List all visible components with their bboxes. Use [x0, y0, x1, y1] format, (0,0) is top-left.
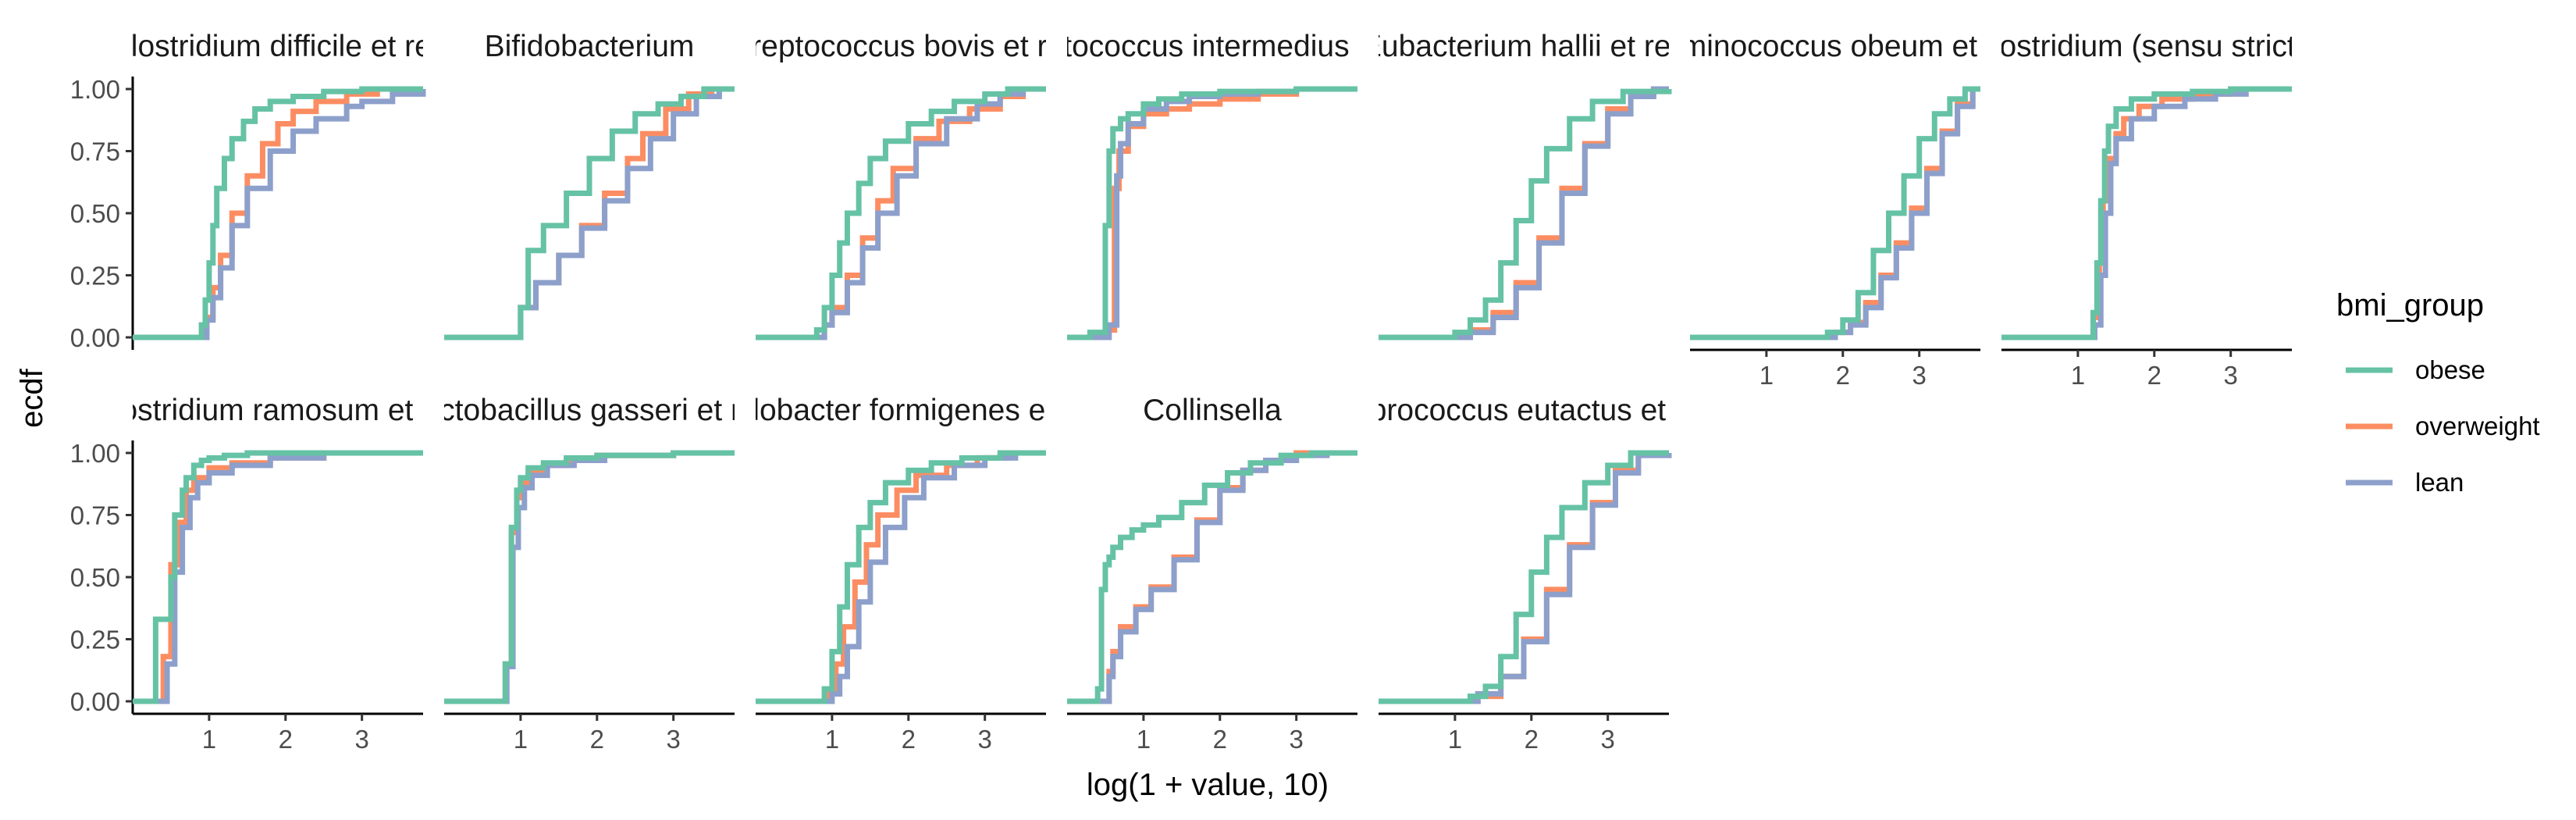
x-tick-label: 2 — [279, 725, 293, 754]
facet-panel: Oxalobacter formigenes et rel. 1 2 3 — [697, 394, 1105, 754]
facet-title: Eubacterium hallii et rel. — [1361, 30, 1686, 63]
x-tick-label: 2 — [1836, 361, 1850, 390]
x-axis-title: log(1 + value, 10) — [1087, 768, 1329, 802]
facet-panels: Clostridium difficile et rel. 0.00 0.25 0.5… — [70, 30, 2323, 754]
ecdf-line-lean — [133, 89, 426, 340]
y-tick-label: 0.00 — [70, 323, 120, 352]
ecdf-line-lean — [444, 450, 735, 704]
ecdf-line-overweight — [1379, 86, 1669, 340]
legend-label-overweight: overweight — [2415, 412, 2540, 440]
x-tick-label: 1 — [2071, 361, 2085, 390]
ecdf-line-obese — [133, 450, 423, 704]
x-tick-label: 1 — [1448, 725, 1462, 754]
ecdf-line-obese — [2001, 86, 2292, 340]
facet-title: Bifidobacterium — [485, 30, 695, 63]
x-tick-label: 2 — [1525, 725, 1539, 754]
facet-panel: Clostridium difficile et rel. 0.00 0.25 0.5… — [70, 30, 447, 352]
ecdf-line-lean — [444, 86, 735, 340]
x-tick-label: 2 — [1213, 725, 1227, 754]
ecdf-line-overweight — [2001, 86, 2292, 340]
y-tick-label: 0.75 — [70, 137, 120, 166]
legend-label-lean: lean — [2415, 468, 2464, 497]
facet-panel: Collinsella 1 2 3 — [1067, 394, 1357, 754]
facet-title: Streptococcus bovis et rel. — [722, 30, 1079, 63]
x-tick-label: 1 — [202, 725, 216, 754]
y-tick-label: 0.50 — [70, 563, 120, 592]
facet-panel: Coprococcus eutactus et rel. 1 2 3 — [1331, 394, 1717, 754]
x-tick-label: 3 — [978, 725, 992, 754]
facet-title: Lactobacillus gasseri et rel. — [406, 394, 773, 427]
ecdf-line-obese — [133, 86, 423, 340]
ecdf-line-lean — [1379, 86, 1669, 340]
y-tick-label: 0.25 — [70, 262, 120, 291]
x-tick-label: 3 — [355, 725, 369, 754]
facet-title: Oxalobacter formigenes et rel. — [697, 394, 1105, 427]
ecdf-line-overweight — [444, 86, 735, 340]
x-tick-label: 2 — [2147, 361, 2161, 390]
x-tick-label: 3 — [2224, 361, 2238, 390]
ecdf-line-obese — [1379, 88, 1672, 340]
y-tick-label: 0.75 — [70, 501, 120, 530]
facet-title: Coprococcus eutactus et rel. — [1331, 394, 1717, 427]
x-tick-label: 1 — [514, 725, 528, 754]
y-axis-title: ecdf — [15, 368, 49, 427]
facet-title: Ruminococcus obeum et rel. — [1642, 30, 2028, 63]
facet-title: Clostridium ramosum et rel. — [92, 394, 464, 427]
y-tick-label: 1.00 — [70, 439, 120, 468]
x-tick-label: 3 — [1912, 361, 1927, 390]
ecdf-line-overweight — [133, 86, 423, 340]
x-tick-label: 1 — [825, 725, 839, 754]
ecdf-line-overweight — [444, 450, 735, 704]
x-tick-label: 3 — [667, 725, 681, 754]
facet-title: Collinsella — [1143, 394, 1282, 427]
facet-panel: Clostridium ramosum et rel. 0.00 0.25 0.50 0… — [70, 394, 464, 754]
y-tick-label: 0.25 — [70, 626, 120, 654]
ecdf-line-obese — [444, 450, 735, 704]
x-tick-label: 1 — [1759, 361, 1774, 390]
facet-panel: Eubacterium hallii et rel. — [1361, 30, 1686, 340]
ecdf-line-overweight — [756, 86, 1046, 340]
ecdf-line-obese — [444, 86, 735, 340]
y-tick-label: 0.50 — [70, 199, 120, 228]
ecdf-line-lean — [2001, 86, 2292, 340]
ecdf-line-obese — [1690, 86, 1980, 340]
ecdf-line-lean — [756, 450, 1046, 704]
facet-panel: Ruminococcus obeum et rel. 1 2 3 — [1642, 30, 2028, 390]
x-tick-label: 3 — [1290, 725, 1304, 754]
facet-title: Streptococcus intermedius et rel. — [991, 30, 1434, 63]
facet-panel: Streptococcus intermedius et rel. — [991, 30, 1434, 340]
ecdf-line-lean — [1067, 450, 1357, 704]
ecdf-line-obese — [756, 86, 1046, 340]
legend-label-obese: obese — [2415, 355, 2485, 384]
facet-title: Clostridium difficile et rel. — [109, 30, 447, 63]
facet-panel: Lactobacillus gasseri et rel. 1 2 3 — [406, 394, 773, 754]
x-tick-label: 1 — [1137, 725, 1151, 754]
facet-panel: Clostridium (sensu stricto) 1 2 3 — [1971, 30, 2323, 390]
x-tick-label: 3 — [1601, 725, 1615, 754]
ecdf-line-obese — [1067, 450, 1357, 704]
ecdf-line-lean — [756, 86, 1046, 340]
ecdf-line-obese — [1067, 86, 1357, 340]
ecdf-line-obese — [756, 450, 1046, 704]
facet-panel: Bifidobacterium — [444, 30, 735, 340]
ecdf-line-obese — [1379, 450, 1669, 704]
ecdf-line-lean — [133, 450, 423, 704]
ecdf-line-overweight — [756, 450, 1046, 704]
x-tick-label: 2 — [590, 725, 604, 754]
facet-panel: Streptococcus bovis et rel. — [722, 30, 1079, 340]
y-tick-label: 1.00 — [70, 75, 120, 104]
facet-title: Clostridium (sensu stricto) — [1971, 30, 2323, 63]
legend-title: bmi_group — [2336, 288, 2484, 323]
ecdf-line-lean — [1379, 452, 1672, 704]
legend: bmi_group obese overweight lean — [2336, 288, 2540, 497]
y-tick-label: 0.00 — [70, 687, 120, 716]
x-tick-label: 2 — [902, 725, 916, 754]
